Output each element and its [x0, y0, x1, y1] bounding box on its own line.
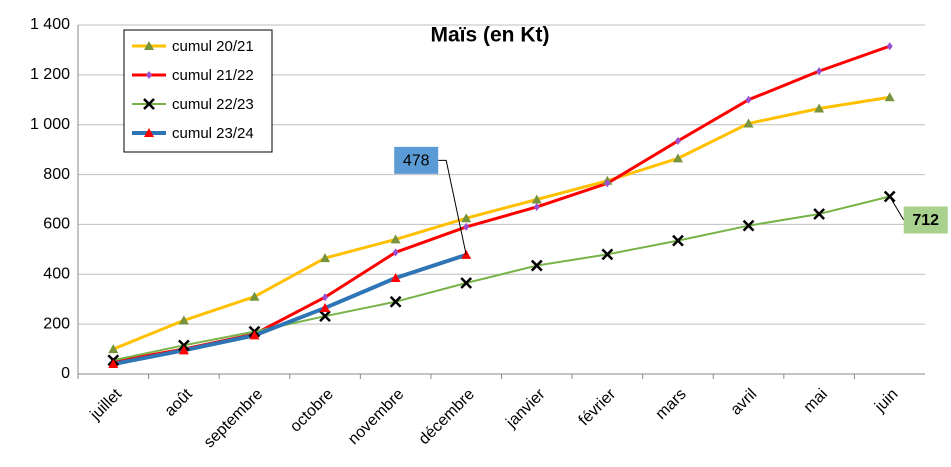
- y-tick-label: 200: [43, 315, 70, 332]
- leader-line: [438, 159, 467, 255]
- x-tick-label: mai: [801, 386, 831, 416]
- marker: [108, 344, 119, 354]
- y-tick-label: 400: [43, 266, 70, 283]
- leader-line: [889, 196, 905, 221]
- series-line: [113, 195, 890, 362]
- marker: [392, 248, 399, 257]
- y-tick-label: 1 200: [30, 66, 70, 83]
- x-tick-label: février: [576, 385, 620, 429]
- x-tick-label: décembre: [416, 386, 478, 448]
- chart-title: Maïs (en Kt): [430, 24, 549, 47]
- marker: [108, 359, 119, 369]
- legend-label: cumul 23/24: [172, 125, 254, 142]
- marker: [320, 253, 331, 263]
- marker: [249, 291, 260, 301]
- marker: [531, 194, 542, 204]
- legend-label: cumul 22/23: [172, 96, 254, 113]
- data-label: 712: [912, 212, 939, 229]
- x-tick-label: novembre: [345, 386, 407, 448]
- x-tick-label: avril: [728, 386, 761, 419]
- x-tick-label: juillet: [87, 385, 126, 424]
- marker: [745, 95, 752, 104]
- y-tick-label: 1 400: [30, 16, 70, 33]
- marker: [530, 259, 543, 272]
- marker: [319, 310, 331, 323]
- marker: [178, 345, 189, 355]
- data-label-box: [903, 206, 948, 234]
- marker: [461, 213, 472, 223]
- marker: [674, 136, 681, 145]
- x-tick-label: octobre: [287, 386, 337, 436]
- series-line: [112, 252, 467, 366]
- marker: [884, 92, 895, 102]
- data-label: 478: [403, 153, 430, 170]
- y-tick-label: 800: [43, 166, 70, 183]
- marker: [249, 330, 260, 340]
- marker: [813, 208, 826, 220]
- marker: [178, 315, 189, 325]
- x-tick-label: mars: [653, 386, 690, 423]
- series-line: [112, 95, 890, 351]
- marker: [604, 179, 611, 188]
- legend-label: cumul 21/22: [172, 67, 254, 84]
- marker: [146, 71, 152, 79]
- marker: [460, 277, 473, 289]
- marker: [144, 41, 154, 50]
- marker: [742, 219, 755, 232]
- x-tick-label: septembre: [201, 386, 267, 452]
- marker: [533, 202, 540, 211]
- legend: cumul 20/21 cumul 21/22 cumul 22/23 cumul 2…: [123, 29, 273, 153]
- marker: [322, 293, 329, 302]
- marker: [743, 118, 754, 128]
- marker: [390, 234, 401, 244]
- marker: [672, 153, 683, 163]
- marker: [886, 42, 893, 51]
- y-tick-label: 600: [43, 216, 70, 233]
- marker: [390, 273, 401, 283]
- marker: [601, 248, 614, 261]
- marker: [143, 98, 155, 110]
- x-tick-label: juin: [871, 386, 901, 416]
- marker: [320, 302, 331, 312]
- legend-label: cumul 20/21: [172, 38, 254, 55]
- y-tick-label: 1 000: [30, 116, 70, 133]
- marker: [389, 295, 402, 308]
- marker: [672, 234, 684, 247]
- marker: [816, 67, 823, 76]
- y-tick-label: 0: [61, 365, 70, 382]
- marker: [814, 103, 825, 113]
- data-label-box: [394, 146, 439, 174]
- marker: [144, 128, 154, 137]
- x-tick-label: janvier: [503, 385, 550, 432]
- marker: [463, 222, 470, 231]
- x-tick-label: août: [162, 385, 196, 419]
